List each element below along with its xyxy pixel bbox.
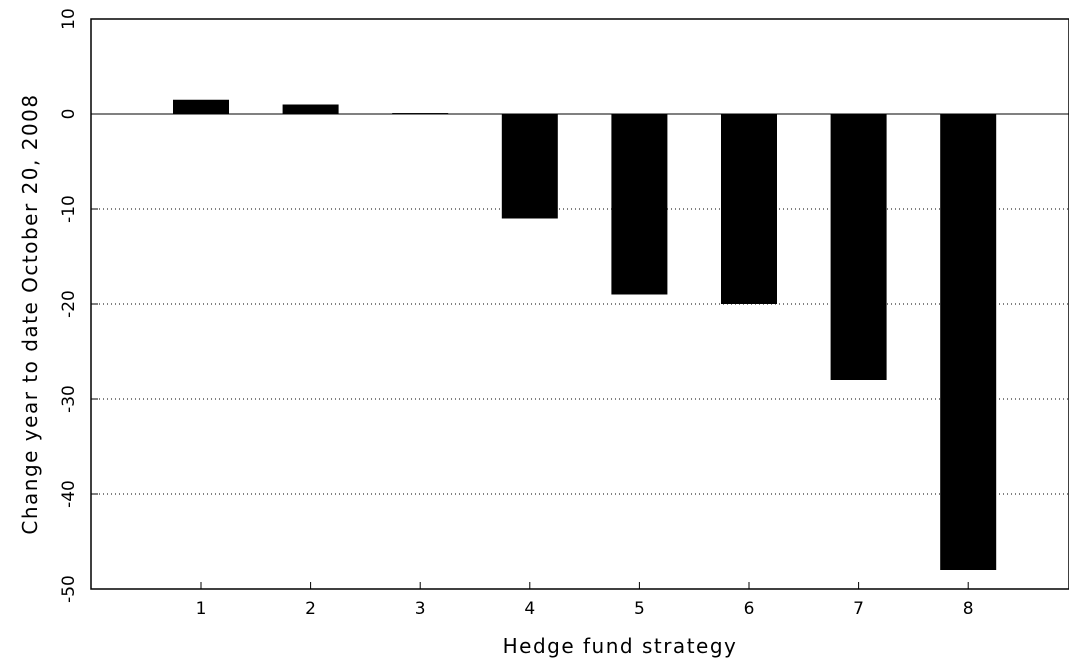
- x-tick-label: 6: [744, 599, 755, 619]
- x-axis-label: Hedge fund strategy: [503, 634, 738, 658]
- y-tick-label: -20: [59, 290, 79, 318]
- bars: [173, 99, 997, 570]
- x-tick-label: 2: [305, 599, 316, 619]
- x-tick-label: 5: [634, 599, 645, 619]
- y-tick-label: -30: [59, 385, 79, 413]
- bar: [721, 114, 777, 304]
- x-tick-label: 3: [415, 599, 426, 619]
- y-tick-label: 10: [59, 8, 79, 30]
- bar: [940, 114, 997, 570]
- x-tick-label: 1: [196, 599, 207, 619]
- x-axis-ticks: 1 2 3 4 5 6 7 8: [196, 582, 974, 619]
- y-tick-label: -10: [59, 195, 79, 223]
- bar: [501, 114, 558, 219]
- y-tick-label: -50: [59, 575, 79, 603]
- y-tick-label: 0: [59, 109, 79, 120]
- grid-lines: [91, 208, 1069, 495]
- x-tick-label: 4: [524, 599, 535, 619]
- bar: [830, 114, 887, 380]
- y-axis-label: Change year to date October 20, 2008: [18, 93, 42, 534]
- x-tick-label: 7: [853, 599, 864, 619]
- bar: [282, 104, 339, 114]
- bar: [611, 114, 668, 295]
- y-tick-label: -40: [59, 480, 79, 508]
- bar: [173, 99, 229, 114]
- y-axis-ticks: -50 -40 -30 -20 -10 0 10: [59, 8, 98, 603]
- x-tick-label: 8: [963, 599, 974, 619]
